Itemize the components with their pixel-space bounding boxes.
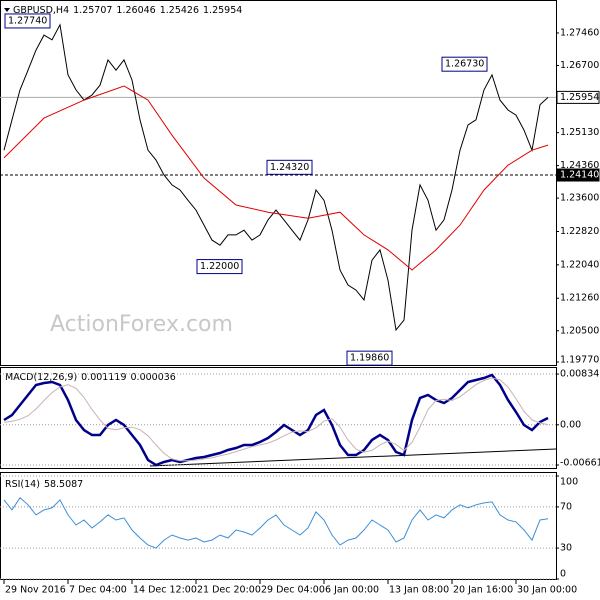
y-tick-label: 1.24360: [560, 160, 599, 171]
macd-pane: [0, 367, 557, 469]
macd-value: 0.001119: [81, 372, 126, 383]
x-tick-label: 6 Jan 00:00: [325, 585, 379, 596]
level-label: 1.25954: [560, 92, 599, 103]
price-pane: [0, 0, 557, 366]
y-tick-label: 1.26700: [560, 60, 599, 71]
y-tick-label: 1.25130: [560, 127, 599, 138]
level-label-box: [556, 90, 600, 104]
y-tick-label: 1.22040: [560, 259, 599, 270]
y-tick-label: 0: [560, 569, 566, 580]
level-label: 1.24140: [560, 170, 599, 181]
close: 1.25954: [203, 5, 242, 16]
y-tick-label: 0.00: [560, 419, 581, 430]
open: 1.25707: [73, 5, 112, 16]
low: 1.25426: [160, 5, 199, 16]
macd-title: MACD(12,26,9): [5, 372, 77, 383]
y-tick-label: 1.27460: [560, 27, 599, 38]
y-tick-label: 1.23600: [560, 193, 599, 204]
annotation-label: 1.22000: [200, 261, 239, 272]
series-line: [3, 85, 549, 271]
rsi-value: 58.5087: [44, 479, 83, 490]
annotation-box: [441, 56, 488, 72]
x-tick-label: 29 Nov 2016: [5, 585, 66, 596]
y-tick-label: 1.20500: [560, 325, 599, 336]
y-tick-label: 1.19770: [560, 355, 599, 366]
y-tick-label: -0.00661: [560, 458, 600, 469]
annotation-box: [266, 159, 313, 175]
rsi-header: RSI(14) 58.5087: [5, 479, 83, 490]
annotation-box: [346, 350, 393, 366]
annotation-label: 1.24320: [270, 162, 309, 173]
y-tick-label: 1.22820: [560, 226, 599, 237]
y-tick-label: 70: [560, 501, 572, 512]
annotation-label: 1.19860: [350, 353, 389, 364]
y-tick-label: 1.21260: [560, 293, 599, 304]
x-tick-label: 21 Dec 20:00: [197, 585, 261, 596]
rsi-title: RSI(14): [5, 479, 40, 490]
x-tick-label: 14 Dec 12:00: [133, 585, 197, 596]
annotation-label: 1.27740: [8, 15, 47, 26]
x-tick-label: 30 Jan 00:00: [517, 585, 577, 596]
y-tick-label: 0.008341: [560, 369, 600, 380]
macd-trendline: [149, 448, 557, 467]
high: 1.26046: [116, 5, 155, 16]
x-tick-label: 29 Dec 04:00: [261, 585, 325, 596]
symbol: GBPUSD,H4: [13, 5, 69, 16]
y-tick-label: 30: [560, 543, 572, 554]
x-tick-label: 13 Jan 08:00: [389, 585, 449, 596]
annotation-box: [4, 13, 51, 29]
macd-header: MACD(12,26,9) 0.001119 0.000036: [5, 372, 176, 383]
menu-arrow: [4, 8, 10, 12]
series-line: [3, 23, 549, 332]
rsi-pane: [0, 472, 557, 580]
x-tick-label: 20 Jan 16:00: [453, 585, 513, 596]
price-header: GBPUSD,H4 1.25707 1.26046 1.25426 1.25954: [13, 5, 242, 16]
series-line: [3, 377, 549, 462]
y-tick-label: 100: [560, 477, 578, 488]
annotation-label: 1.26730: [445, 59, 484, 70]
x-tick-label: 7 Dec 04:00: [69, 585, 127, 596]
signal-value: 0.000036: [131, 372, 176, 383]
annotation-box: [196, 259, 243, 275]
series-line: [3, 373, 549, 467]
watermark: ActionForex.com: [50, 312, 233, 337]
level-label-box: [556, 168, 600, 182]
series-line: [3, 497, 549, 549]
